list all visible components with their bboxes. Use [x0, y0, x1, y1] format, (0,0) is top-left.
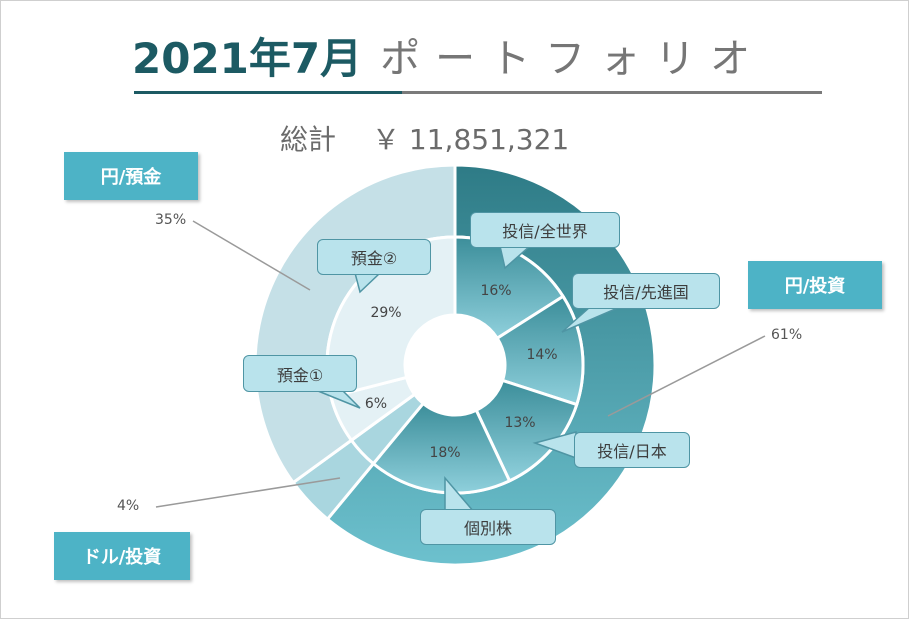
inner-percent-yokin1: 6% — [364, 396, 388, 412]
title-sub: ポートフォリオ — [380, 36, 766, 82]
percent-label-yen-investment: 61% — [771, 327, 803, 343]
inner-slice-kobetsu — [371, 401, 512, 495]
inner-ring — [325, 235, 585, 495]
percent-label-dollar-investment: 4% — [117, 498, 140, 514]
percent-label-yen-deposit: 35% — [155, 212, 187, 228]
inner-percent-kobetsu: 18% — [429, 445, 461, 461]
inner-slice-nihon — [474, 378, 579, 483]
callout-tails — [317, 245, 621, 513]
callout-senshinkoku: 投信/先進国 — [572, 273, 720, 309]
callout-kobetsu: 個別株 — [420, 509, 556, 545]
title-main: 2021年7月 — [132, 34, 363, 83]
callout-label-yokin1: 預金① — [276, 365, 324, 385]
total-value: ￥ 11,851,321 — [372, 123, 570, 156]
callout-label-kobetsu: 個別株 — [463, 519, 512, 538]
category-box-yen-deposit: 円/預金 — [64, 152, 198, 200]
category-label-yen-deposit: 円/預金 — [100, 167, 162, 188]
inner-slice-yokin2 — [325, 235, 457, 399]
inner-percent-nihon: 13% — [504, 415, 536, 431]
callout-nihon: 投信/日本 — [574, 432, 690, 468]
callout-yokin2: 預金② — [317, 239, 431, 275]
total-label: 総計 — [280, 123, 337, 156]
category-box-yen-investment: 円/投資 — [748, 261, 882, 309]
category-box-dollar-investment: ドル/投資 — [54, 532, 190, 580]
inner-percent-senshinkoku: 14% — [526, 347, 558, 363]
callout-label-yokin2: 預金② — [350, 249, 398, 268]
callout-label-zensekai: 投信/全世界 — [502, 222, 588, 241]
inner-percent-zensekai: 16% — [480, 283, 512, 299]
chart-title: 2021年7月 ポートフォリオ — [132, 30, 765, 90]
inner-percent-yokin2: 29% — [370, 305, 402, 321]
callout-yokin1: 預金① — [243, 355, 357, 392]
callout-label-nihon: 投信/日本 — [597, 442, 667, 461]
leader-line-deposit — [192, 220, 311, 291]
leader-line-dollar-investment — [155, 477, 341, 508]
callout-label-senshinkoku: 投信/先進国 — [603, 283, 689, 302]
total-amount: 総計 ￥ 11,851,321 — [280, 118, 569, 158]
callout-zensekai: 投信/全世界 — [470, 212, 620, 248]
leader-line-yen-investment — [607, 335, 766, 417]
leader-lines — [155, 220, 766, 508]
category-label-yen-investment: 円/投資 — [784, 276, 846, 297]
title-underline — [402, 91, 822, 94]
title-underline-accent — [134, 91, 402, 94]
category-label-dollar-investment: ドル/投資 — [82, 547, 162, 568]
